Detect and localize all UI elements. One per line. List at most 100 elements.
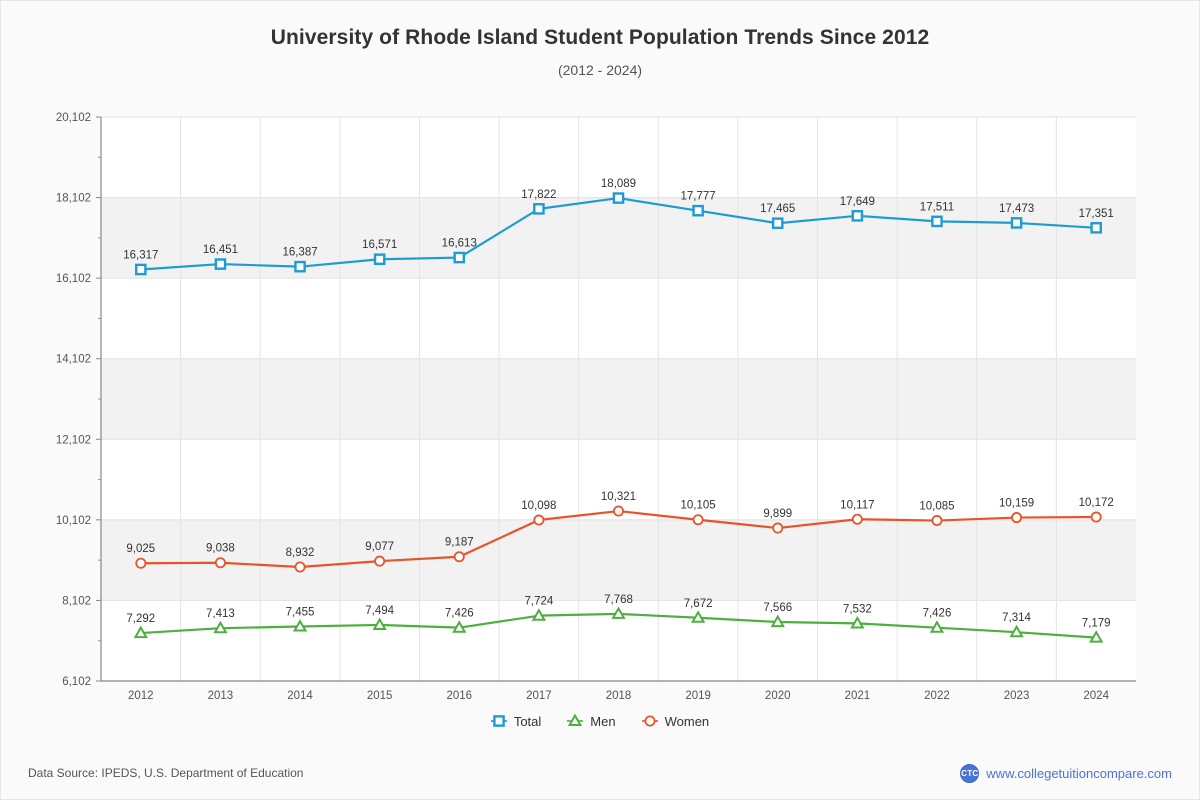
x-tick-label: 2017 — [526, 690, 552, 702]
data-point-label: 18,089 — [601, 178, 636, 190]
data-point-label: 10,117 — [840, 499, 874, 511]
plot-band — [101, 358, 1136, 440]
data-point-label: 8,932 — [286, 547, 315, 559]
data-point-marker — [493, 715, 505, 727]
data-point-marker — [1010, 217, 1023, 229]
x-tick-label: 2019 — [685, 690, 711, 702]
data-point-marker — [294, 561, 306, 573]
series-men: 7,292 7,413 7,455 7,494 7,426 7,724 7,768 7,672… — [126, 594, 1111, 643]
data-point-marker — [772, 522, 784, 534]
data-point-label: 7,724 — [524, 596, 553, 608]
data-point-label: 7,455 — [286, 606, 315, 618]
data-point-marker — [851, 210, 864, 222]
data-point-marker — [613, 505, 625, 517]
legend-item-women[interactable]: Women — [641, 714, 709, 728]
data-point-marker — [452, 620, 467, 633]
plot-band — [101, 519, 1136, 601]
data-point-label: 17,465 — [760, 203, 795, 215]
data-point-marker — [851, 513, 863, 525]
data-point-marker — [692, 204, 704, 217]
site-credit[interactable]: CTC www.collegetuitioncompare.com — [960, 763, 1172, 783]
data-point-label: 17,351 — [1079, 208, 1114, 220]
data-point-marker — [644, 715, 656, 727]
data-point-marker — [1090, 222, 1102, 234]
legend-marker-square-icon — [490, 715, 507, 727]
data-point-marker — [214, 258, 227, 270]
data-point-marker — [692, 514, 704, 526]
data-source-text: Data Source: IPEDS, U.S. Department of E… — [28, 766, 304, 780]
x-tick-label: 2023 — [1004, 690, 1030, 702]
data-point-marker — [1089, 630, 1104, 643]
data-point-marker — [568, 714, 583, 727]
data-point-label: 7,292 — [126, 613, 155, 625]
data-point-label: 17,511 — [920, 201, 954, 213]
y-tick-label: 18,102 — [56, 193, 91, 205]
data-point-label: 7,566 — [763, 602, 792, 614]
x-tick-label: 2014 — [287, 690, 313, 702]
data-point-label: 7,179 — [1082, 618, 1111, 630]
data-point-label: 17,777 — [681, 191, 716, 203]
data-point-label: 7,494 — [365, 605, 394, 617]
x-tick-label: 2022 — [924, 690, 950, 702]
data-point-marker — [931, 215, 943, 228]
series-women: 9,025 9,038 8,932 9,077 9,187 10,098 10,321 10,… — [126, 491, 1114, 573]
data-point-marker — [294, 260, 306, 273]
data-point-label: 7,426 — [923, 608, 952, 620]
legend-item-men[interactable]: Men — [567, 714, 616, 728]
data-point-marker — [292, 619, 308, 632]
ctc-logo-icon: CTC — [960, 763, 980, 783]
data-point-marker — [213, 620, 228, 634]
data-point-label: 17,822 — [521, 189, 556, 201]
data-point-label: 7,426 — [445, 608, 474, 620]
y-tick-label: 16,102 — [56, 273, 91, 285]
data-point-label: 9,025 — [126, 543, 155, 555]
data-point-marker — [612, 192, 625, 204]
x-tick-label: 2016 — [446, 690, 472, 702]
data-point-label: 7,768 — [604, 594, 633, 606]
site-url-link[interactable]: www.collegetuitioncompare.com — [986, 765, 1172, 781]
data-point-label: 9,187 — [445, 537, 474, 549]
y-tick-label: 14,102 — [56, 354, 91, 366]
data-point-marker — [929, 620, 945, 633]
data-point-label: 9,038 — [206, 543, 235, 555]
data-point-marker — [453, 551, 465, 563]
plot-band — [101, 278, 1136, 359]
x-tick-label: 2024 — [1083, 690, 1109, 702]
data-point-marker — [533, 514, 545, 526]
y-tick-label: 10,102 — [56, 515, 91, 527]
data-point-label: 10,159 — [999, 498, 1034, 510]
data-point-label: 9,899 — [763, 508, 792, 520]
data-point-label: 16,451 — [203, 244, 238, 256]
x-tick-label: 2018 — [606, 690, 632, 702]
data-point-marker — [611, 606, 626, 619]
data-point-label: 7,413 — [206, 608, 235, 620]
data-point-marker — [372, 617, 387, 630]
y-tick-label: 20,102 — [56, 112, 91, 124]
legend-item-total[interactable]: Total — [490, 713, 542, 729]
data-point-label: 16,317 — [123, 249, 158, 261]
data-point-label: 10,321 — [601, 491, 636, 503]
x-tick-label: 2021 — [845, 690, 871, 702]
data-point-marker — [931, 515, 943, 527]
data-point-label: 16,571 — [362, 239, 397, 251]
data-point-label: 16,613 — [442, 238, 477, 250]
legend-label: Total — [513, 713, 542, 729]
data-point-marker — [533, 203, 545, 215]
data-point-label: 17,473 — [999, 203, 1034, 215]
y-tick-label: 6,102 — [62, 676, 91, 688]
data-point-label: 7,532 — [843, 603, 872, 615]
plot-band — [101, 117, 1136, 198]
data-point-marker — [374, 555, 386, 567]
data-point-marker — [135, 263, 147, 276]
data-point-label: 16,387 — [282, 247, 317, 259]
chart-subtitle: (2012 - 2024) — [557, 62, 643, 78]
legend-marker-triangle-icon — [567, 714, 584, 727]
data-point-label: 9,077 — [365, 541, 394, 553]
y-tick-label: 12,102 — [56, 434, 91, 446]
data-point-label: 10,098 — [521, 500, 556, 512]
x-tick-label: 2013 — [208, 690, 234, 702]
data-point-marker — [133, 625, 148, 639]
data-point-marker — [531, 608, 547, 621]
data-point-marker — [1090, 511, 1102, 523]
